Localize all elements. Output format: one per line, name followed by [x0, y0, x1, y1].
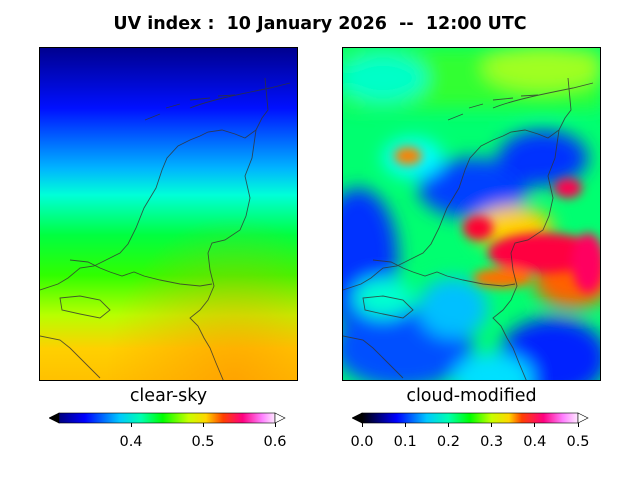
chart-title: UV index : 10 January 2026 -- 12:00 UTC [113, 14, 527, 34]
colorbar-tick-mark [202, 423, 204, 427]
colorbar-tick-mark [447, 423, 449, 427]
cloud-modified-map [342, 47, 601, 381]
colorbar-tick-label: 0.3 [480, 434, 504, 450]
colorbar-tick-mark [361, 423, 363, 427]
coastline-overlay [40, 77, 291, 380]
colorbar-tick-mark [274, 423, 276, 427]
colorbar-tick-label: 0.1 [393, 434, 417, 450]
coastline-overlay [343, 77, 594, 380]
colorbar-tick-label: 0.0 [350, 434, 374, 450]
colorbar-tick-mark [534, 423, 536, 427]
colorbar-tick-label: 0.6 [263, 434, 287, 450]
colorbar-tick-label: 0.4 [119, 434, 143, 450]
colorbar-tick-mark [491, 423, 493, 427]
colorbar-tick-mark [130, 423, 132, 427]
colorbar-tick-label: 0.5 [566, 434, 590, 450]
cloud-modified-colorbar [351, 412, 592, 432]
clear-sky-colorbar [48, 412, 289, 432]
clear-sky-map [39, 47, 298, 381]
colorbar-tick-mark [577, 423, 579, 427]
colorbar-tick-label: 0.4 [523, 434, 547, 450]
cloud-modified-label: cloud-modified [406, 386, 537, 406]
colorbar-tick-label: 0.2 [436, 434, 460, 450]
colorbar-tick-label: 0.5 [191, 434, 215, 450]
clear-sky-label: clear-sky [129, 386, 208, 406]
colorbar-tick-mark [404, 423, 406, 427]
